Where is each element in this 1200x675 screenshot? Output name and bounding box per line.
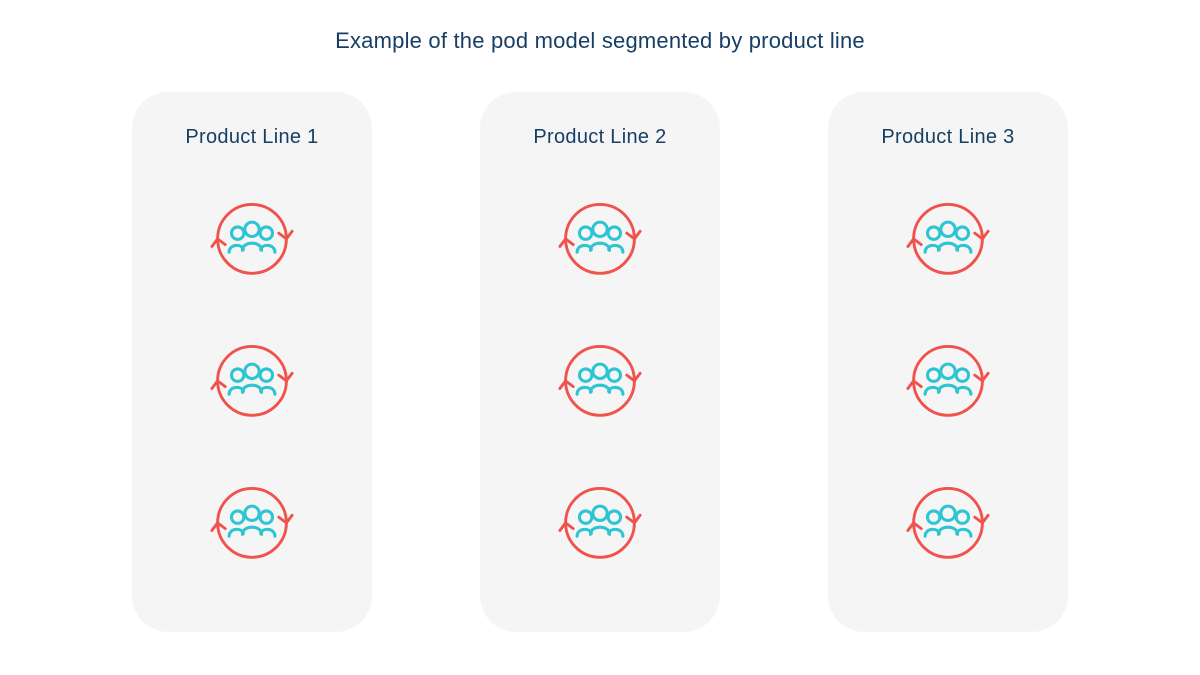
cycle-people-icon <box>204 193 300 279</box>
pod-item <box>204 193 300 279</box>
product-line-card: Product Line 3 <box>828 92 1068 632</box>
pod-item <box>900 193 996 279</box>
product-line-card: Product Line 2 <box>480 92 720 632</box>
card-title: Product Line 1 <box>185 126 318 149</box>
cycle-people-icon <box>552 335 648 421</box>
page-title: Example of the pod model segmented by pr… <box>335 28 865 54</box>
cycle-people-icon <box>900 335 996 421</box>
product-line-card: Product Line 1 <box>132 92 372 632</box>
cycle-people-icon <box>900 477 996 563</box>
card-title: Product Line 3 <box>881 126 1014 149</box>
cycle-people-icon <box>900 193 996 279</box>
card-title: Product Line 2 <box>533 126 666 149</box>
pod-item <box>900 477 996 563</box>
cycle-people-icon <box>552 193 648 279</box>
cycle-people-icon <box>552 477 648 563</box>
pod-list <box>900 193 996 563</box>
pod-item <box>552 477 648 563</box>
pod-list <box>204 193 300 563</box>
pod-item <box>204 477 300 563</box>
pod-list <box>552 193 648 563</box>
pod-item <box>552 335 648 421</box>
cycle-people-icon <box>204 335 300 421</box>
pod-item <box>552 193 648 279</box>
columns-row: Product Line 1 <box>132 92 1068 632</box>
pod-item <box>204 335 300 421</box>
pod-item <box>900 335 996 421</box>
cycle-people-icon <box>204 477 300 563</box>
